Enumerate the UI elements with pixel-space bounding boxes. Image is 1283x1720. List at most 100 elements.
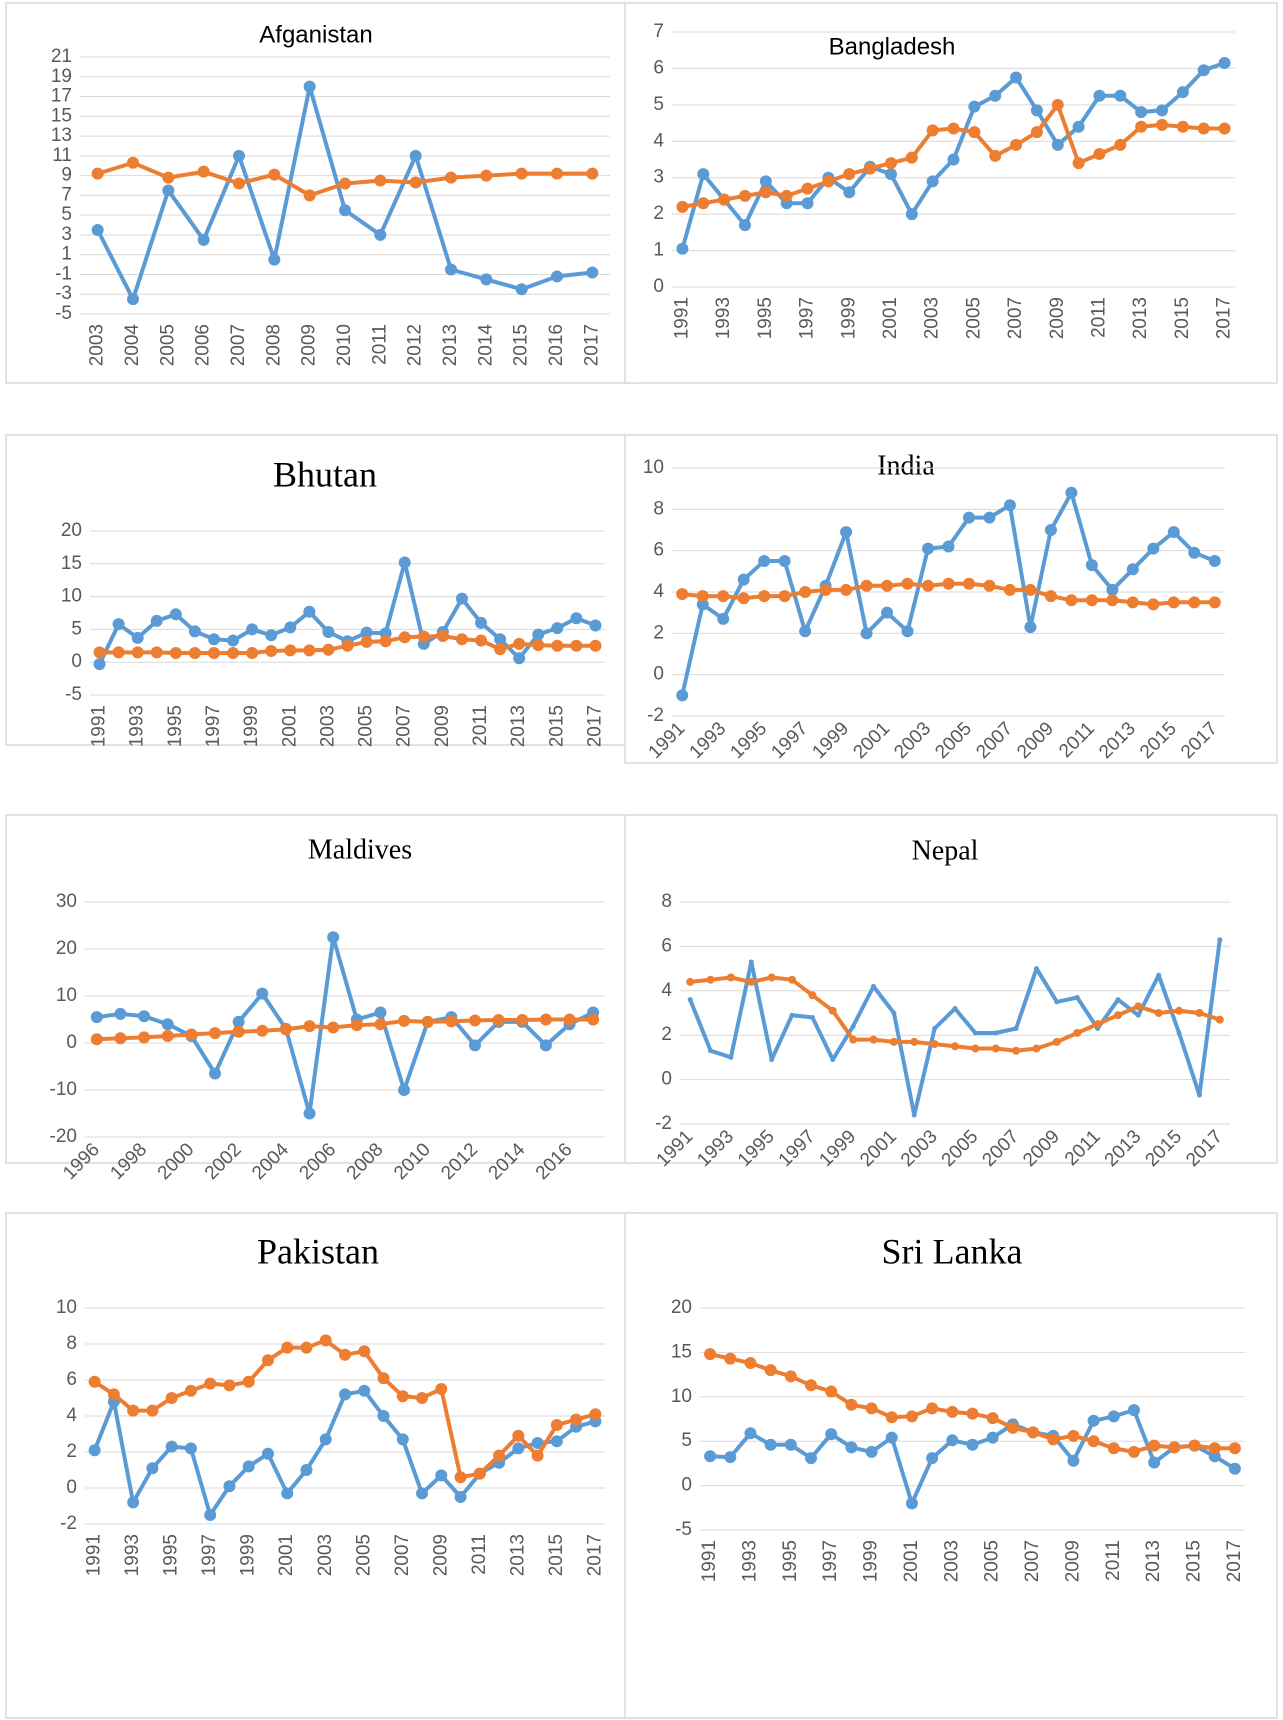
data-point xyxy=(1073,1028,1082,1037)
data-point xyxy=(1126,596,1139,609)
data-point xyxy=(1012,1046,1021,1055)
data-point xyxy=(926,175,939,188)
data-point xyxy=(993,1030,999,1036)
data-point xyxy=(885,1411,898,1424)
data-point xyxy=(284,644,297,657)
data-point xyxy=(409,176,422,189)
data-point xyxy=(767,973,776,982)
data-point xyxy=(865,1402,878,1415)
x-tick-label: 2003 xyxy=(922,297,943,339)
x-tick-label: 2004 xyxy=(122,324,143,367)
data-point xyxy=(473,1467,486,1480)
data-point xyxy=(188,647,201,660)
data-point xyxy=(339,1348,351,1361)
data-point xyxy=(926,1452,939,1465)
chart-title: Bangladesh xyxy=(829,33,956,60)
data-point xyxy=(358,1345,371,1358)
x-tick-label: 1993 xyxy=(127,705,148,747)
data-point xyxy=(435,1469,448,1482)
y-tick-label: 8 xyxy=(661,891,672,912)
data-point xyxy=(162,184,175,197)
x-tick-label: 2010 xyxy=(334,324,355,366)
data-point xyxy=(901,577,914,590)
data-point xyxy=(550,1435,563,1448)
chart-title: Pakistan xyxy=(257,1231,379,1271)
x-tick-label: 2009 xyxy=(430,1534,451,1576)
data-point xyxy=(150,646,163,659)
data-point xyxy=(901,625,914,638)
data-point xyxy=(184,1442,197,1455)
data-point xyxy=(1135,120,1148,133)
x-tick-label: 2011 xyxy=(1088,297,1109,338)
x-tick-label: 2012 xyxy=(405,324,426,366)
data-point xyxy=(586,167,599,180)
data-point xyxy=(551,270,563,283)
data-point xyxy=(942,577,955,590)
data-point xyxy=(494,633,507,646)
data-point xyxy=(454,1491,467,1503)
data-point xyxy=(840,526,853,539)
y-tick-label: 3 xyxy=(61,224,72,245)
y-tick-label: 15 xyxy=(61,553,82,574)
data-point xyxy=(169,608,182,621)
data-point xyxy=(697,197,710,210)
data-point xyxy=(360,626,373,639)
data-point xyxy=(589,639,602,652)
x-tick-label: 2017 xyxy=(584,705,605,747)
data-point xyxy=(146,1404,159,1417)
data-point xyxy=(127,293,139,306)
data-point xyxy=(1228,1442,1241,1455)
data-point xyxy=(696,590,709,603)
data-point xyxy=(1228,1462,1241,1475)
y-tick-label: 2 xyxy=(66,1441,77,1462)
y-tick-label: 20 xyxy=(61,520,82,541)
data-point xyxy=(303,1107,316,1120)
data-point xyxy=(322,626,335,639)
data-point xyxy=(112,618,125,631)
data-point xyxy=(515,283,528,296)
y-tick-label: -2 xyxy=(655,1113,672,1134)
y-tick-label: 20 xyxy=(671,1297,692,1318)
data-point xyxy=(778,555,791,567)
data-point xyxy=(454,1471,467,1484)
data-point xyxy=(1024,583,1037,596)
data-point xyxy=(860,579,873,592)
y-tick-label: -5 xyxy=(55,303,72,324)
data-point xyxy=(246,623,259,636)
data-point xyxy=(1085,594,1098,607)
data-point xyxy=(1107,1410,1120,1423)
data-point xyxy=(905,1410,918,1423)
y-tick-label: 4 xyxy=(66,1405,77,1426)
data-point xyxy=(162,171,175,184)
data-point xyxy=(204,1377,217,1390)
y-tick-label: 0 xyxy=(653,664,664,685)
y-tick-label: 10 xyxy=(56,985,77,1006)
data-point xyxy=(207,647,220,660)
chart-panel: Pakistan -2 0 2 4 6 8 10 1991 1993 1995 1997 1999 200… xyxy=(5,1212,641,1719)
x-tick-label: 2008 xyxy=(263,324,284,366)
x-tick-label: 2007 xyxy=(1005,297,1026,339)
chart-panel: India-2024681019911993199519971999200120… xyxy=(624,434,1278,764)
data-point xyxy=(864,162,877,175)
data-point xyxy=(1147,598,1160,611)
data-point xyxy=(1188,1439,1201,1452)
y-tick-label: 7 xyxy=(653,21,664,42)
data-point xyxy=(469,1039,481,1052)
y-tick-label: 5 xyxy=(71,618,82,639)
chart-title: India xyxy=(877,450,935,481)
x-tick-label: 2005 xyxy=(963,297,984,339)
data-point xyxy=(1044,524,1057,536)
data-point xyxy=(197,233,210,246)
data-point xyxy=(764,1438,777,1451)
data-point xyxy=(822,175,835,188)
data-point xyxy=(1027,1426,1040,1439)
x-tick-label: 1993 xyxy=(739,1540,760,1582)
data-point xyxy=(303,644,316,657)
y-tick-label: 6 xyxy=(653,57,664,78)
data-point xyxy=(539,1039,552,1052)
x-tick-label: 2005 xyxy=(982,1540,1003,1582)
data-point xyxy=(805,1379,818,1392)
data-point xyxy=(808,991,817,1000)
data-point xyxy=(339,1388,351,1401)
chart-panel: Bhutan -5 0 5 10 15 20 1991 1993 1995 1997 1999 2001… xyxy=(5,434,641,747)
